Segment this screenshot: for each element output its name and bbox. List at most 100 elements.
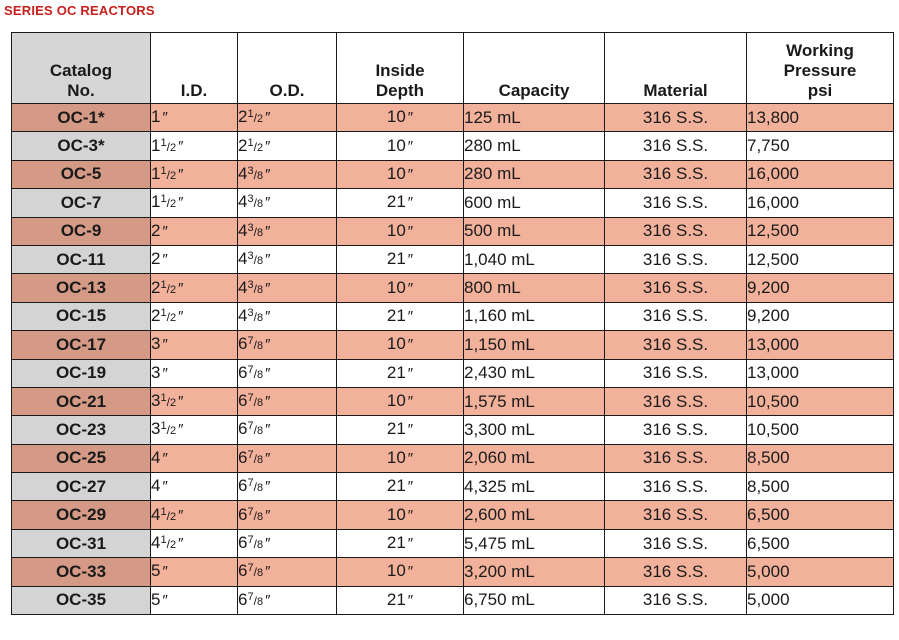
- catalog-no: OC-9: [60, 221, 102, 241]
- inch-mark: ″: [407, 506, 414, 524]
- od-fraction: 3/8: [247, 278, 263, 297]
- cell-capacity: 280 mL: [463, 159, 605, 190]
- capacity-value: 5,475 mL: [464, 533, 535, 553]
- cell-working-pressure: 5,000: [746, 557, 894, 587]
- od-denominator: 8: [256, 283, 264, 296]
- od-fraction: 7/8: [247, 334, 263, 353]
- cell-capacity: 800 mL: [463, 273, 605, 303]
- cell-material: 316 S.S.: [604, 472, 747, 502]
- pressure-value: 12,500: [747, 249, 799, 269]
- id-fraction: 1/2: [160, 419, 176, 438]
- depth-value: 10: [386, 334, 406, 354]
- inch-mark: ″: [265, 591, 271, 609]
- pressure-value: 16,000: [747, 192, 799, 212]
- od-denominator: 8: [256, 397, 264, 410]
- header-capacity: Capacity: [463, 32, 605, 104]
- table-row: OC-19 3 ″ 67/8 ″ 21 ″ 2,430 mL 316 S.S. 13,000: [11, 358, 894, 388]
- inch-mark: ″: [178, 506, 184, 524]
- od-whole: 4: [238, 220, 248, 240]
- catalog-no: OC-31: [55, 533, 107, 553]
- depth-value: 21: [386, 192, 406, 212]
- material-value: 316 S.S.: [642, 136, 709, 156]
- cell-catalog-no: OC-25: [11, 443, 151, 474]
- inch-mark: ″: [407, 222, 414, 240]
- depth-value: 21: [386, 476, 406, 496]
- catalog-no: OC-21: [55, 391, 107, 411]
- cell-material: 316 S.S.: [604, 273, 747, 303]
- cell-od: 43/8 ″: [237, 159, 337, 190]
- od-whole: 6: [238, 447, 248, 467]
- cell-material: 316 S.S.: [604, 330, 747, 360]
- od-fraction: 7/8: [247, 363, 263, 382]
- fraction-slash: /: [253, 281, 257, 296]
- depth-value: 10: [386, 447, 406, 467]
- pressure-value: 8,500: [747, 476, 790, 496]
- fraction-slash: /: [166, 508, 170, 523]
- header-depth-line2: Depth: [375, 81, 425, 100]
- od-denominator: 8: [256, 595, 264, 608]
- od-whole: 2: [238, 107, 248, 127]
- fraction-slash: /: [253, 451, 257, 466]
- inch-mark: ″: [407, 279, 414, 297]
- fraction-slash: /: [166, 139, 170, 154]
- id-numerator: 1: [160, 193, 167, 206]
- cell-inside-depth: 21 ″: [336, 415, 464, 445]
- id-whole: 4: [151, 476, 161, 496]
- inch-mark: ″: [178, 165, 184, 183]
- id-denominator: 2: [169, 283, 177, 296]
- cell-od: 43/8 ″: [237, 188, 337, 218]
- catalog-no: OC-35: [55, 590, 107, 610]
- cell-capacity: 3,200 mL: [463, 557, 605, 587]
- cell-working-pressure: 12,500: [746, 244, 894, 275]
- material-value: 316 S.S.: [642, 164, 709, 184]
- id-denominator: 2: [169, 141, 177, 154]
- cell-inside-depth: 21 ″: [336, 188, 464, 218]
- od-numerator: 3: [247, 221, 254, 234]
- od-numerator: 7: [247, 363, 254, 376]
- fraction-slash: /: [253, 537, 257, 552]
- fraction-slash: /: [166, 395, 170, 410]
- inch-mark: ″: [265, 109, 271, 127]
- cell-inside-depth: 21 ″: [336, 358, 464, 388]
- header-inside-depth: Inside Depth: [336, 32, 464, 104]
- cell-od: 67/8 ″: [237, 500, 337, 530]
- id-whole: 1: [151, 163, 161, 183]
- id-whole: 2: [151, 305, 161, 325]
- inch-mark: ″: [407, 307, 414, 325]
- id-fraction: 1/2: [160, 278, 176, 297]
- fraction-slash: /: [253, 167, 257, 182]
- cell-material: 316 S.S.: [604, 131, 747, 161]
- inch-mark: ″: [265, 137, 271, 155]
- depth-value: 21: [386, 249, 406, 269]
- od-whole: 6: [238, 504, 248, 524]
- od-numerator: 1: [247, 136, 254, 149]
- cell-id: 5 ″: [150, 585, 238, 616]
- cell-catalog-no: OC-33: [11, 557, 151, 587]
- od-numerator: 3: [247, 164, 254, 177]
- od-numerator: 7: [247, 335, 254, 348]
- pressure-value: 9,200: [747, 306, 790, 326]
- cell-capacity: 2,430 mL: [463, 358, 605, 388]
- inch-mark: ″: [407, 563, 414, 581]
- cell-id: 11/2 ″: [150, 188, 238, 218]
- inch-mark: ″: [407, 194, 414, 212]
- material-value: 316 S.S.: [642, 391, 709, 411]
- cell-material: 316 S.S.: [604, 528, 747, 559]
- inch-mark: ″: [265, 478, 271, 496]
- id-denominator: 2: [169, 311, 177, 324]
- depth-value: 21: [386, 533, 406, 553]
- cell-id: 4 ″: [150, 443, 238, 474]
- cell-inside-depth: 10 ″: [336, 159, 464, 190]
- od-fraction: 3/8: [247, 164, 263, 183]
- table-row: OC-33 5 ″ 67/8 ″ 10 ″ 3,200 mL 316 S.S. 5,000: [11, 557, 894, 587]
- cell-capacity: 3,300 mL: [463, 415, 605, 445]
- table-row: OC-31 41/2 ″ 67/8 ″ 21 ″ 5,475 mL 316 S.S. 6,500: [11, 528, 894, 559]
- depth-value: 21: [386, 305, 406, 325]
- inch-mark: ″: [407, 336, 414, 354]
- cell-material: 316 S.S.: [604, 415, 747, 445]
- pressure-value: 5,000: [747, 590, 790, 610]
- inch-mark: ″: [178, 421, 184, 439]
- inch-mark: ″: [265, 449, 271, 467]
- header-material-label: Material: [643, 81, 708, 100]
- header-material: Material: [604, 32, 747, 104]
